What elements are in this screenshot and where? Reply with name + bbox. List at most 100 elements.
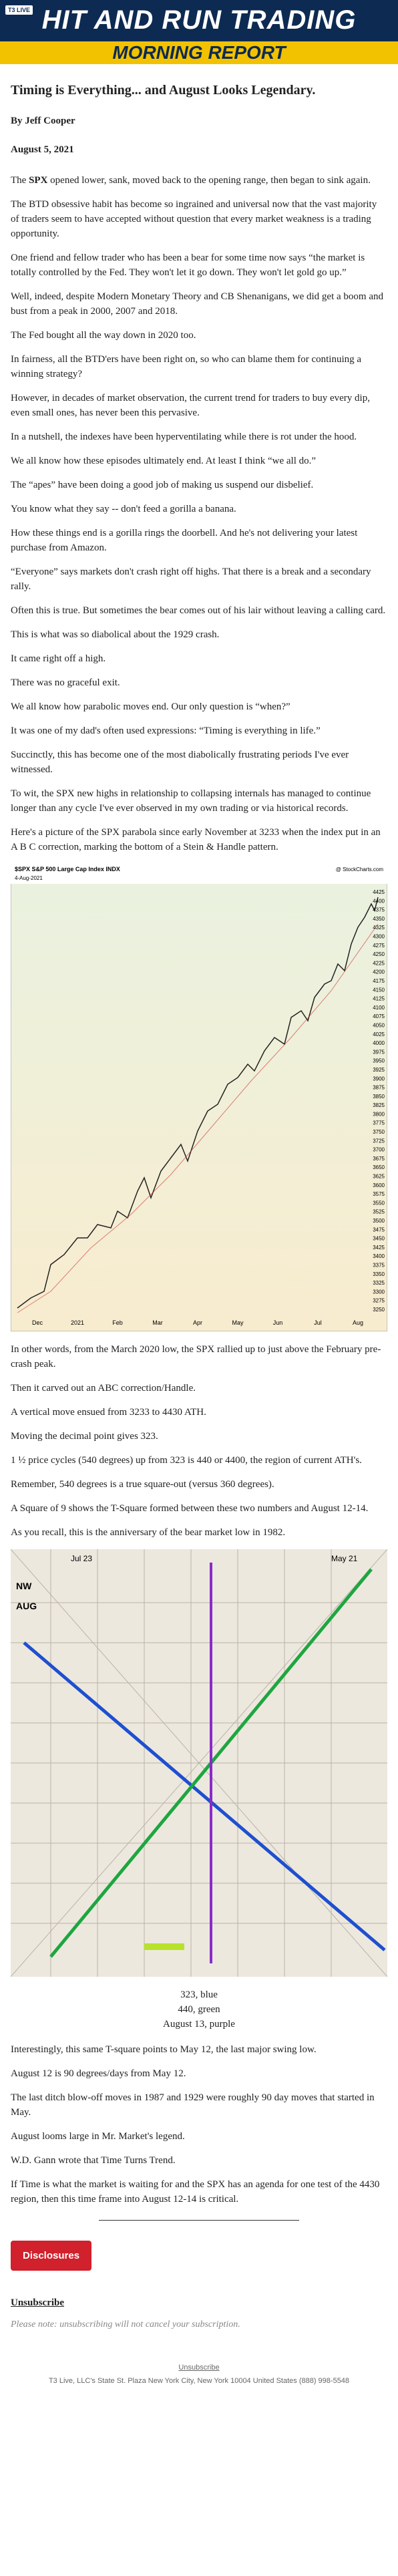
x-axis-label: Jul <box>314 1319 322 1326</box>
text: opened lower, sank, moved back to the op… <box>47 175 371 186</box>
paragraph: Then it carved out an ABC correction/Han… <box>11 1383 196 1394</box>
paragraph: Remember, 540 degrees is a true square-o… <box>11 1479 274 1490</box>
article: Timing is Everything... and August Looks… <box>0 83 398 2385</box>
figure-label: NW <box>16 1581 32 1591</box>
paragraph: The last ditch blow-off moves in 1987 an… <box>11 2092 375 2118</box>
chart-frame <box>11 864 387 1331</box>
paragraph: The BTD obsessive habit has become so in… <box>11 199 377 239</box>
y-axis-label: 3850 <box>373 1094 385 1100</box>
y-axis-label: 3675 <box>373 1156 385 1162</box>
y-axis-label: 3600 <box>373 1182 385 1188</box>
paragraph: In a nutshell, the indexes have been hyp… <box>11 432 357 442</box>
disclosures-button[interactable]: Disclosures <box>11 2241 92 2271</box>
y-axis-label: 4325 <box>373 925 385 931</box>
y-axis-label: 3300 <box>373 1289 385 1295</box>
paragraph: August 12 is 90 degrees/days from May 12… <box>11 2068 186 2079</box>
footer: Unsubscribe T3 Live, LLC's State St. Pla… <box>11 2364 387 2385</box>
paragraph: How these things end is a gorilla rings … <box>11 528 358 553</box>
figure-label: AUG <box>16 1601 37 1611</box>
y-axis-label: 3275 <box>373 1298 385 1304</box>
caption: 323, blue <box>180 1989 218 2000</box>
y-axis-label: 4000 <box>373 1040 385 1046</box>
caption: 440, green <box>178 2004 220 2015</box>
date: August 5, 2021 <box>11 144 74 155</box>
chart-date: 4-Aug-2021 <box>15 875 43 881</box>
paragraph: You know what they say -- don't feed a g… <box>11 504 236 514</box>
y-axis-label: 4200 <box>373 969 385 975</box>
square-of-nine-image: Jul 23 May 21 NW AUG <box>11 1549 387 1977</box>
paragraph: We all know how parabolic moves end. Our… <box>11 701 290 712</box>
paragraph: It was one of my dad's often used expres… <box>11 726 321 736</box>
y-axis-label: 3825 <box>373 1102 385 1108</box>
y-axis-label: 4025 <box>373 1031 385 1037</box>
paragraph: 1 ½ price cycles (540 degrees) up from 3… <box>11 1455 362 1466</box>
chart-title: $SPX S&P 500 Large Cap Index INDX <box>15 866 120 872</box>
paragraph: The “apes” have been doing a good job of… <box>11 480 314 490</box>
article-title: Timing is Everything... and August Looks… <box>11 83 316 98</box>
paragraph: Often this is true. But sometimes the be… <box>11 605 386 616</box>
paragraph: This is what was so diabolical about the… <box>11 629 220 640</box>
paragraph: If Time is what the market is waiting fo… <box>11 2179 380 2205</box>
y-axis-label: 3650 <box>373 1164 385 1170</box>
header-subtitle: MORNING REPORT <box>0 41 398 64</box>
paragraphs: In other words, from the March 2020 low,… <box>11 1342 387 1540</box>
y-axis-label: 3450 <box>373 1236 385 1242</box>
x-axis-label: May <box>232 1319 244 1326</box>
y-axis-label: 3700 <box>373 1147 385 1153</box>
y-axis-label: 4100 <box>373 1005 385 1011</box>
note: Please note: unsubscribing will not canc… <box>11 2319 240 2329</box>
ticker: SPX <box>29 175 48 186</box>
y-axis-label: 3475 <box>373 1227 385 1233</box>
x-axis-label: 2021 <box>71 1319 84 1326</box>
figure-label: Jul 23 <box>71 1554 92 1563</box>
chart-source: @ StockCharts.com <box>336 866 384 872</box>
paragraphs: Interestingly, this same T-square points… <box>11 2042 387 2207</box>
caption: August 13, purple <box>163 2019 235 2030</box>
y-axis-label: 4275 <box>373 943 385 949</box>
paragraph: In fairness, all the BTD'ers have been r… <box>11 354 362 379</box>
divider <box>99 2220 299 2221</box>
y-axis-label: 3725 <box>373 1138 385 1144</box>
price-line <box>17 897 379 1309</box>
figure-label: May 21 <box>331 1554 358 1563</box>
paragraph: In other words, from the March 2020 low,… <box>11 1344 381 1370</box>
y-axis-label: 3800 <box>373 1111 385 1117</box>
paragraph: A vertical move ensued from 3233 to 4430… <box>11 1407 206 1418</box>
paragraph: Moving the decimal point gives 323. <box>11 1431 158 1442</box>
lead: The SPX opened lower, sank, moved back t… <box>11 173 387 188</box>
logo: T3 LIVE <box>5 5 33 15</box>
paragraph: We all know how these episodes ultimatel… <box>11 456 317 466</box>
x-axis-label: Mar <box>152 1319 163 1326</box>
y-axis-label: 3375 <box>373 1263 385 1269</box>
y-axis-label: 3500 <box>373 1218 385 1224</box>
paragraph: “Everyone” says markets don't crash righ… <box>11 567 371 592</box>
paragraph: Well, indeed, despite Modern Monetary Th… <box>11 291 383 317</box>
x-axis-label: Jun <box>273 1319 283 1326</box>
footer-link[interactable]: Unsubscribe <box>178 2364 220 2372</box>
paragraph: However, in decades of market observatio… <box>11 393 370 418</box>
y-axis-label: 4125 <box>373 996 385 1002</box>
author: By Jeff Cooper <box>11 116 75 126</box>
y-axis-label: 3775 <box>373 1120 385 1126</box>
y-axis-label: 3575 <box>373 1191 385 1197</box>
paragraphs: The BTD obsessive habit has become so in… <box>11 197 387 854</box>
paragraph: A Square of 9 shows the T-Square formed … <box>11 1503 369 1514</box>
moving-average <box>17 923 379 1313</box>
paragraph: The Fed bought all the way down in 2020 … <box>11 330 196 341</box>
y-axis-label: 4075 <box>373 1013 385 1019</box>
unsubscribe-link[interactable]: Unsubscribe <box>11 2297 65 2308</box>
paragraph: There was no graceful exit. <box>11 677 120 688</box>
paragraph: One friend and fellow trader who has bee… <box>11 253 365 278</box>
y-axis-label: 4375 <box>373 907 385 913</box>
x-axis-label: Feb <box>112 1319 123 1326</box>
y-axis-label: 4425 <box>373 889 385 895</box>
y-axis-label: 4300 <box>373 933 385 939</box>
blue-line <box>23 1641 386 1951</box>
paragraph: Here's a picture of the SPX parabola sin… <box>11 827 381 852</box>
square-grid <box>11 1549 387 1977</box>
paragraph: W.D. Gann wrote that Time Turns Trend. <box>11 2155 176 2166</box>
header: T3 LIVE HIT AND RUN TRADING MORNING REPO… <box>0 0 398 64</box>
paragraph: Interestingly, this same T-square points… <box>11 2044 317 2055</box>
paragraph: As you recall, this is the anniversary o… <box>11 1527 286 1538</box>
y-axis-label: 4175 <box>373 978 385 984</box>
